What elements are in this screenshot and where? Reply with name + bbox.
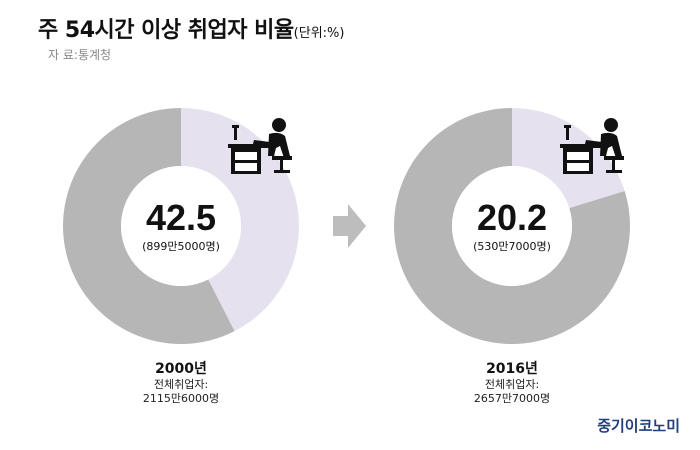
desk-worker-icon xyxy=(560,118,624,174)
value-label-2000: 42.5 xyxy=(146,197,216,238)
donut-slice-rest xyxy=(63,108,235,344)
donut-chart-2000 xyxy=(63,108,300,344)
year-label: 2000년 xyxy=(155,361,207,377)
desk-worker-icon xyxy=(228,118,292,174)
total-label: 전체취업자: xyxy=(153,378,209,391)
people-label-2000: (899만5000명) xyxy=(142,240,220,253)
donut-hole xyxy=(121,166,241,286)
chart-title: 주 54시간 이상 취업자 비율(단위:%) xyxy=(38,12,344,44)
donut-slice-share xyxy=(181,108,300,332)
title-unit: (단위:%) xyxy=(293,26,345,41)
donut-slice-rest xyxy=(394,108,630,344)
donut-hole xyxy=(452,166,572,286)
caption-2000: 2000년 전체취업자: 2115만6000명 xyxy=(81,358,281,406)
year-label: 2016년 xyxy=(486,361,538,377)
source-note: 자 료:통계청 xyxy=(48,48,112,62)
brand-logo: 중기이코노미 xyxy=(597,417,680,435)
total-label: 전체취업자: xyxy=(484,378,540,391)
arrow-right-icon xyxy=(333,204,366,248)
value-label-2016: 20.2 xyxy=(477,197,547,238)
title-text: 주 54시간 이상 취업자 비율 xyxy=(38,18,294,43)
total-value: 2657만7000명 xyxy=(473,392,551,405)
caption-2016: 2016년 전체취업자: 2657만7000명 xyxy=(412,358,612,406)
people-label-2016: (530만7000명) xyxy=(473,240,551,253)
total-value: 2115만6000명 xyxy=(142,392,220,405)
